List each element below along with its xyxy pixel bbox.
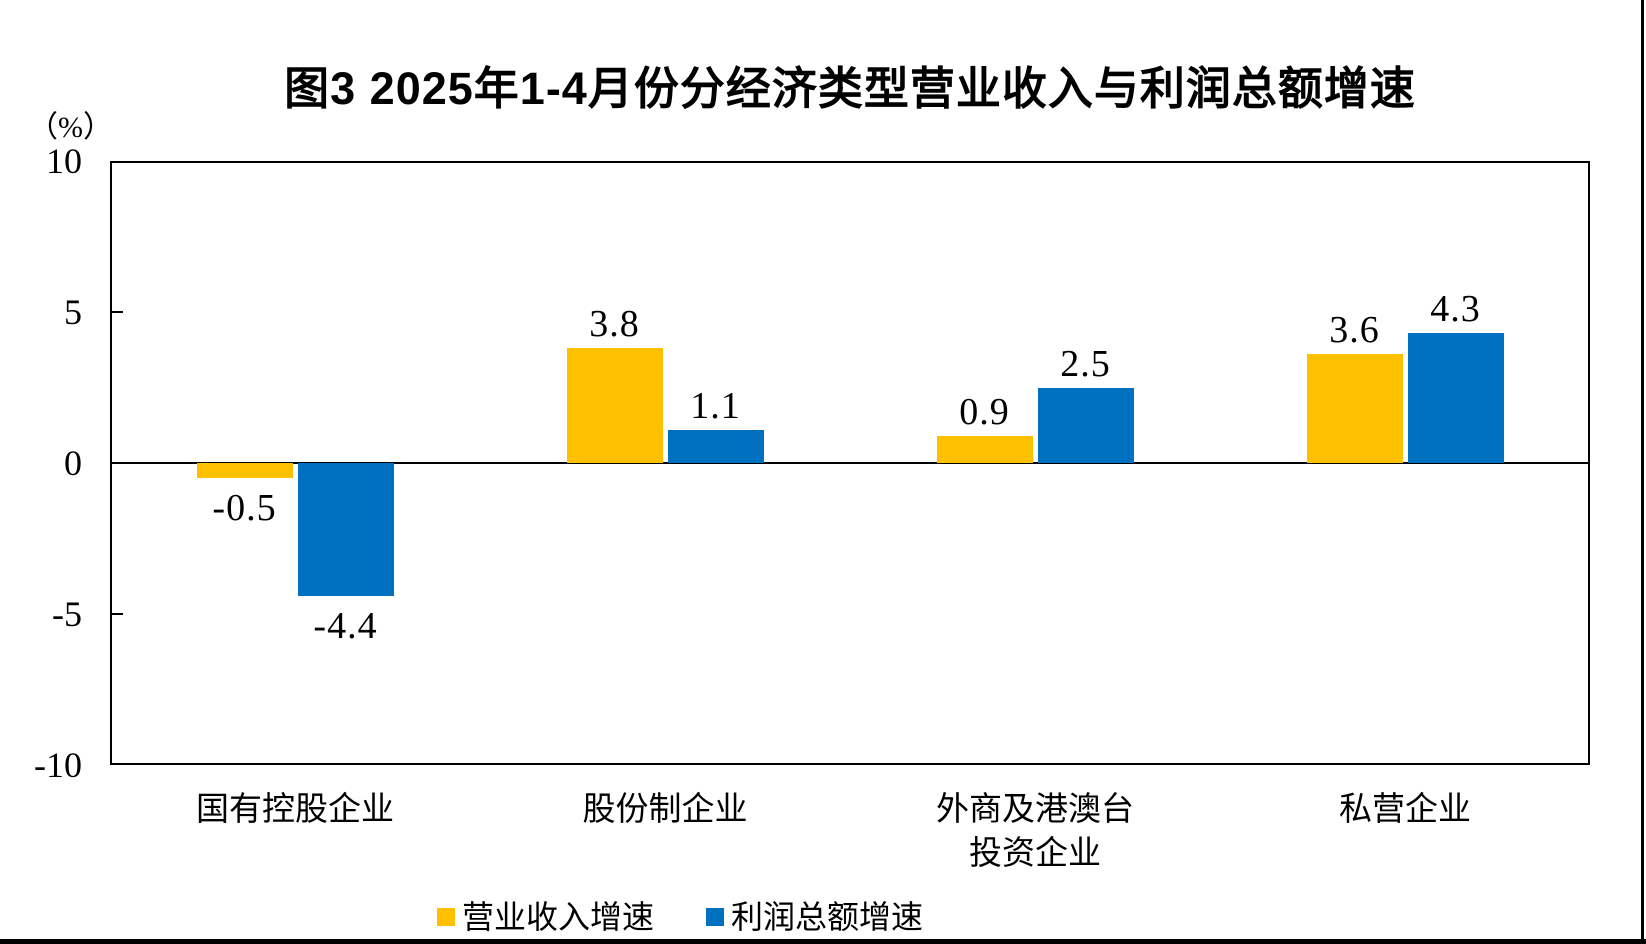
chart-title: 图3 2025年1-4月份分经济类型营业收入与利润总额增速 bbox=[284, 63, 1416, 114]
legend-label: 利润总额增速 bbox=[731, 899, 924, 935]
bar-利润总额增速-国有控股企业 bbox=[297, 463, 394, 596]
y-tick-label: -10 bbox=[34, 745, 82, 785]
legend-swatch bbox=[437, 908, 455, 926]
bar-value-label: 2.5 bbox=[1060, 342, 1111, 385]
category-label: 私营企业 bbox=[1339, 792, 1471, 828]
bar-value-label: -0.5 bbox=[212, 487, 277, 530]
legend-item-营业收入增速: 营业收入增速 bbox=[437, 899, 654, 935]
category-label: 外商及港澳台 投资企业 bbox=[936, 792, 1134, 872]
bar-利润总额增速-股份制企业 bbox=[667, 429, 764, 463]
bar-利润总额增速-私营企业 bbox=[1407, 333, 1504, 463]
y-tick-label: 0 bbox=[64, 443, 82, 483]
bar-value-label: 4.3 bbox=[1430, 288, 1481, 331]
y-tick-label: -5 bbox=[52, 594, 82, 634]
bar-营业收入增速-国有控股企业 bbox=[196, 463, 293, 479]
bar-营业收入增速-私营企业 bbox=[1306, 354, 1403, 463]
y-axis-unit-label: （%） bbox=[28, 111, 113, 144]
legend-item-利润总额增速: 利润总额增速 bbox=[706, 899, 923, 935]
bar-value-label: 3.6 bbox=[1329, 309, 1380, 352]
bar-营业收入增速-股份制企业 bbox=[566, 348, 663, 463]
zero-axis-line bbox=[110, 462, 1590, 464]
bar-value-label: 3.8 bbox=[589, 303, 640, 346]
page-border-bottom bbox=[0, 939, 1646, 944]
y-tick-mark bbox=[110, 613, 123, 615]
category-label: 股份制企业 bbox=[582, 792, 748, 828]
legend-swatch bbox=[706, 908, 725, 926]
page-border-right bbox=[1641, 0, 1644, 944]
legend: 营业收入增速 利润总额增速 bbox=[437, 899, 923, 935]
bar-value-label: -4.4 bbox=[313, 604, 378, 647]
bar-营业收入增速-外商及港澳台 bbox=[936, 435, 1033, 463]
y-tick-mark bbox=[110, 311, 123, 313]
legend-label: 营业收入增速 bbox=[462, 899, 655, 935]
y-tick-label: 5 bbox=[64, 292, 82, 332]
category-label: 国有控股企业 bbox=[196, 792, 394, 828]
bar-value-label: 0.9 bbox=[959, 390, 1010, 433]
y-tick-label: 10 bbox=[46, 141, 82, 181]
bar-value-label: 1.1 bbox=[690, 384, 741, 427]
bar-利润总额增速-外商及港澳台 bbox=[1037, 387, 1134, 463]
